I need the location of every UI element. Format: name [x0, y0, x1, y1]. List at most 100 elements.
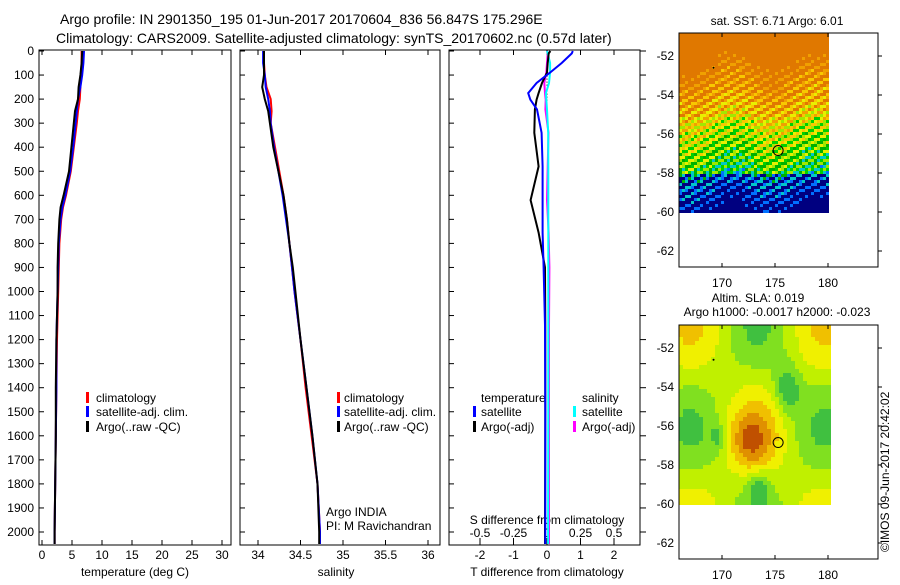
sst-cell: [769, 201, 772, 204]
sla-cell: [791, 357, 795, 361]
sst-cell: [739, 159, 742, 162]
sst-cell: [802, 204, 805, 207]
sst-cell: [808, 99, 811, 102]
sla-cell: [783, 501, 787, 505]
sst-cell: [772, 153, 775, 156]
sst-cell: [685, 120, 688, 123]
sst-cell: [820, 96, 823, 99]
sla-cell: [715, 365, 719, 369]
sst-cell: [823, 81, 826, 84]
sst-cell: [697, 201, 700, 204]
sla-cell: [747, 401, 751, 405]
sst-cell: [727, 81, 730, 84]
sst-field: [679, 33, 829, 213]
sla-cell: [751, 413, 755, 417]
sst-cell: [811, 123, 814, 126]
sst-cell: [769, 69, 772, 72]
sla-cell: [783, 341, 787, 345]
sst-cell: [694, 102, 697, 105]
sst-cell: [790, 141, 793, 144]
sst-cell: [769, 174, 772, 177]
sla-cell: [823, 485, 827, 489]
sst-cell: [706, 78, 709, 81]
sst-cell: [793, 48, 796, 51]
sst-cell: [706, 138, 709, 141]
sst-cell: [781, 84, 784, 87]
sst-cell: [715, 141, 718, 144]
sla-cell: [747, 409, 751, 413]
sst-cell: [685, 48, 688, 51]
sst-cell: [739, 126, 742, 129]
sst-cell: [826, 168, 829, 171]
sla-cell: [719, 445, 723, 449]
sst-cell: [757, 72, 760, 75]
sst-cell: [757, 99, 760, 102]
sla-cell: [735, 397, 739, 401]
sst-cell: [808, 123, 811, 126]
sst-cell: [691, 78, 694, 81]
sst-cell: [715, 102, 718, 105]
sst-cell: [793, 93, 796, 96]
sst-cell: [688, 111, 691, 114]
sst-cell: [682, 36, 685, 39]
sla-cell: [683, 325, 687, 329]
sst-cell: [730, 84, 733, 87]
temperature-xlabel: temperature (deg C): [81, 565, 189, 579]
sst-cell: [748, 195, 751, 198]
sst-cell: [823, 48, 826, 51]
sla-cell: [811, 405, 815, 409]
sla-cell: [735, 453, 739, 457]
sla-cell: [815, 337, 819, 341]
sla-cell: [779, 409, 783, 413]
sla-cell: [679, 353, 683, 357]
sst-cell: [802, 63, 805, 66]
sst-cell: [700, 150, 703, 153]
sst-cell: [694, 201, 697, 204]
sst-cell: [724, 57, 727, 60]
sst-cell: [805, 171, 808, 174]
sla-cell: [727, 417, 731, 421]
sst-cell: [826, 117, 829, 120]
sst-cell: [823, 156, 826, 159]
sst-cell: [748, 147, 751, 150]
sst-cell: [808, 93, 811, 96]
sst-cell: [751, 153, 754, 156]
sst-cell: [757, 168, 760, 171]
sla-cell: [767, 393, 771, 397]
sla-cell: [755, 493, 759, 497]
sst-cell: [796, 102, 799, 105]
sst-cell: [766, 51, 769, 54]
sst-cell: [805, 153, 808, 156]
sst-cell: [691, 174, 694, 177]
sla-cell: [751, 409, 755, 413]
sla-cell: [679, 325, 683, 329]
sst-cell: [808, 33, 811, 36]
sla-cell: [731, 365, 735, 369]
sst-cell: [757, 93, 760, 96]
lat-tick-label: -52: [657, 341, 675, 355]
sst-cell: [679, 144, 682, 147]
sla-cell: [719, 333, 723, 337]
sst-cell: [814, 132, 817, 135]
sla-cell: [699, 457, 703, 461]
sst-cell: [808, 162, 811, 165]
sst-cell: [802, 150, 805, 153]
sla-cell: [827, 405, 831, 409]
sst-cell: [769, 48, 772, 51]
sst-cell: [739, 108, 742, 111]
sst-cell: [739, 198, 742, 201]
sst-cell: [712, 87, 715, 90]
sla-cell: [687, 469, 691, 473]
sst-cell: [733, 138, 736, 141]
legend-t-satellite: satellite: [481, 405, 522, 419]
sst-cell: [763, 129, 766, 132]
sla-cell: [679, 477, 683, 481]
sst-cell: [817, 51, 820, 54]
sst-cell: [691, 54, 694, 57]
sla-cell: [815, 489, 819, 493]
sst-cell: [700, 171, 703, 174]
sst-cell: [790, 174, 793, 177]
sst-cell: [706, 180, 709, 183]
sla-cell: [723, 497, 727, 501]
sla-cell: [727, 361, 731, 365]
